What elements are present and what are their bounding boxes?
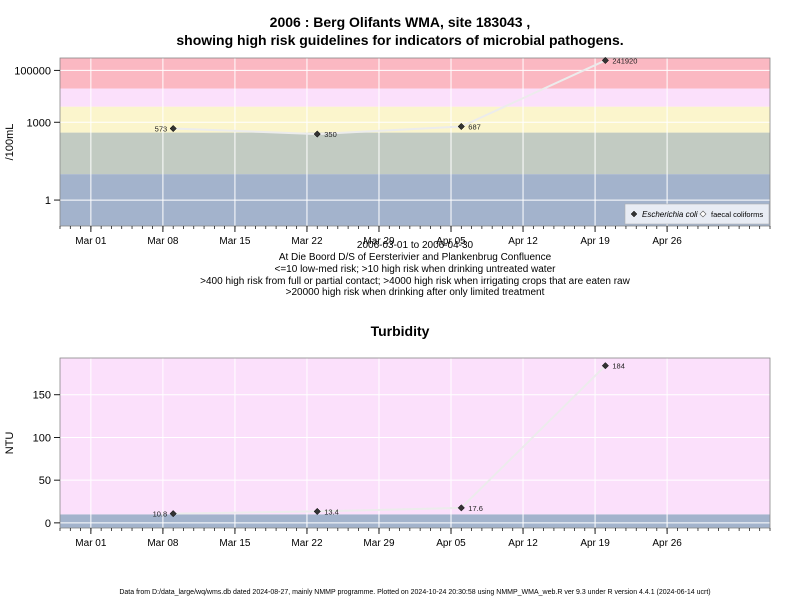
risk-band-2: [60, 358, 770, 515]
y-tick-label: 100: [33, 432, 51, 444]
y-axis-label: /100mL: [4, 124, 16, 161]
series-line: [173, 364, 607, 515]
y-tick-label: 0: [45, 518, 51, 530]
series-line: [173, 59, 606, 136]
y-tick-label: 1: [45, 195, 51, 207]
legend-faecal-marker: [699, 210, 707, 218]
data-label: 573: [155, 125, 168, 134]
footer-note: Data from D:/data_large/wq/wms.db dated …: [119, 589, 711, 596]
turbidity-title: Turbidity: [370, 323, 430, 339]
x-tick-label: Mar 15: [219, 538, 251, 549]
microbial-chart: Mar 01 Mar 08 Mar 15 Mar 22 Mar 29 Apr 05 Apr …: [4, 56, 771, 247]
x-tick-label: Mar 08: [147, 236, 179, 247]
plot-border: [59, 57, 771, 227]
x-tick-label: Mar 01: [75, 236, 107, 247]
guideline-caption-1: <=10 low-med risk; >10 high risk when dr…: [274, 264, 556, 275]
y-tick-label: 100000: [14, 65, 51, 77]
data-point: [169, 510, 177, 518]
y-axis-label: NTU: [4, 432, 16, 455]
x-tick-label: Apr 26: [652, 236, 682, 247]
data-label: 687: [468, 122, 481, 131]
data-point: [457, 504, 465, 512]
risk-band-2: [60, 132, 770, 175]
data-label: 241920: [612, 56, 637, 65]
x-tick-label: Apr 12: [508, 236, 538, 247]
data-point: [169, 124, 177, 133]
x-tick-label: Mar 22: [291, 236, 323, 247]
x-tick-label: Apr 26: [652, 538, 682, 549]
data-label: 13.4: [324, 507, 339, 516]
x-tick-label: Apr 05: [436, 236, 466, 247]
x-tick-label: Apr 19: [580, 236, 610, 247]
x-tick-label: Mar 01: [75, 538, 107, 549]
x-tick-label: Mar 08: [147, 538, 179, 549]
chart-title-line-1: 2006 : Berg Olifants WMA, site 183043 ,: [269, 14, 531, 30]
x-tick-label: Mar 29: [363, 236, 395, 247]
site-caption: At Die Boord D/S of Eersterivier and Pla…: [278, 252, 552, 263]
risk-band-4: [60, 88, 770, 107]
date-range-caption: 2006-03-01 to 2006-04-30: [356, 240, 474, 251]
data-point: [313, 507, 321, 515]
y-tick-label: 1000: [27, 117, 51, 129]
x-tick-label: Mar 15: [219, 236, 251, 247]
legend-ecoli-marker: [630, 210, 638, 218]
risk-band-1: [60, 514, 770, 528]
turbidity-chart: Mar 01 Mar 08 Mar 15 Mar 22 Mar 29 Apr 05 Apr …: [4, 357, 771, 549]
plot-border: [59, 357, 771, 529]
x-tick-label: Apr 12: [508, 538, 538, 549]
legend-ecoli-label: Escherichia coli: [642, 210, 698, 219]
y-tick-label: 150: [33, 390, 51, 402]
data-label: 350: [324, 130, 337, 139]
data-label: 184: [612, 362, 625, 371]
chart-title-line-2: showing high risk guidelines for indicat…: [176, 32, 624, 48]
data-label: 10.8: [153, 510, 168, 519]
x-tick-label: Mar 29: [363, 538, 395, 549]
guideline-caption-2: >400 high risk from full or partial cont…: [200, 276, 630, 287]
legend-box: [624, 203, 770, 225]
x-tick-label: Apr 19: [580, 538, 610, 549]
data-point: [601, 56, 609, 64]
legend-faecal-label: faecal coliforms: [711, 210, 763, 219]
data-point: [313, 130, 321, 138]
y-tick-label: 50: [39, 475, 51, 487]
guideline-caption-3: >20000 high risk when drinking after onl…: [285, 287, 545, 298]
data-label: 17.6: [468, 504, 483, 513]
data-point: [601, 362, 609, 370]
x-tick-label: Apr 05: [436, 538, 466, 549]
data-point: [457, 122, 465, 131]
x-tick-label: Mar 22: [291, 538, 323, 549]
risk-band-5: [60, 58, 770, 89]
